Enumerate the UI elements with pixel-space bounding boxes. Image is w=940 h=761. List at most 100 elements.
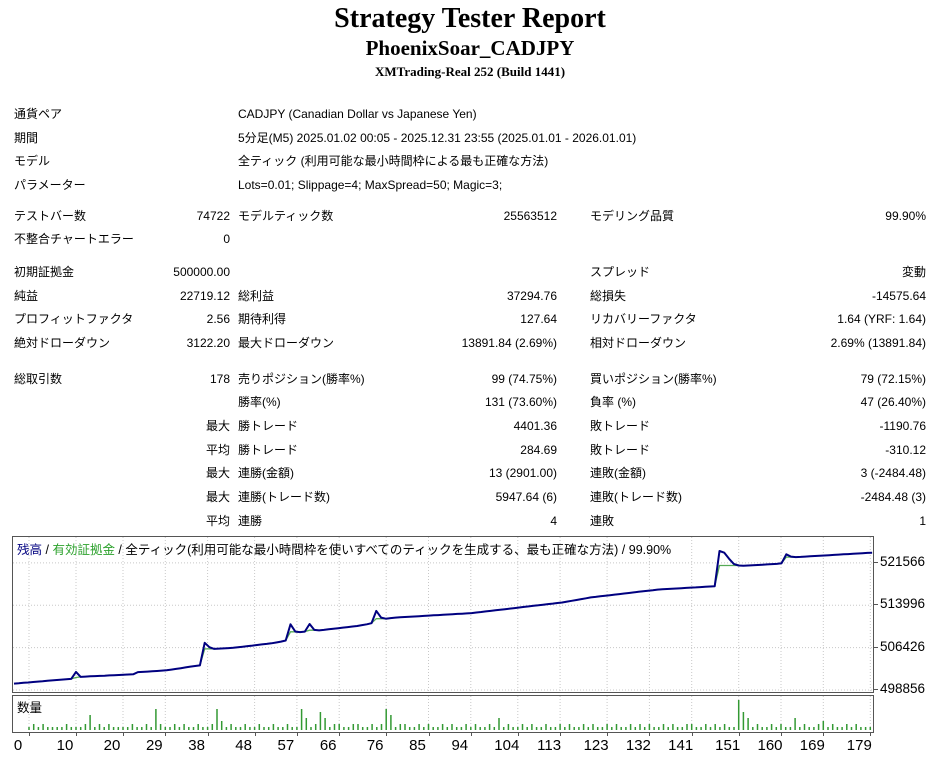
stats-section: 総取引数 178 売りポジション(勝率%) 99 (74.75%) 買いポジション(勝率… bbox=[14, 367, 926, 533]
stats-cell: 500000.00 bbox=[173, 264, 230, 279]
stats-cell: 4 bbox=[550, 513, 557, 528]
y-axis-label: 498856 bbox=[880, 681, 926, 696]
y-axis-tick bbox=[873, 604, 878, 606]
stats-cell: 74722 bbox=[196, 208, 230, 223]
x-axis-label: 10 bbox=[56, 737, 74, 754]
stats-row: 平均 勝トレード 284.69 敗トレード -310.12 bbox=[14, 438, 926, 462]
x-axis-label: 76 bbox=[366, 737, 384, 754]
x-axis-tick bbox=[339, 732, 341, 736]
stats-cell: 総取引数 bbox=[14, 371, 63, 386]
report-header: Strategy Tester Report PhoenixSoar_CADJP… bbox=[0, 0, 940, 80]
stats-cell: 相対ドローダウン bbox=[590, 336, 687, 351]
stats-cell: 平均 bbox=[205, 442, 230, 457]
legend-balance: 残高 bbox=[17, 543, 43, 557]
stats-row: モデル 全ティック (利用可能な最小時間枠による最も正確な方法) bbox=[14, 149, 926, 173]
stats-cell: 79 (72.15%) bbox=[860, 371, 926, 386]
legend-model: 全ティック(利用可能な最小時間枠を使いすべてのティックを生成する、最も正確な方法… bbox=[125, 543, 619, 557]
stats-cell: プロフィットファクタ bbox=[14, 312, 134, 327]
stats-cell: 期待利得 bbox=[238, 312, 287, 327]
x-axis-tick bbox=[76, 732, 77, 736]
legend-separator: / bbox=[114, 543, 126, 557]
x-axis-tick bbox=[870, 732, 872, 736]
x-axis-label: 20 bbox=[103, 737, 121, 754]
stats-cell: 3122.20 bbox=[186, 336, 230, 351]
stats-row: 勝率(%) 131 (73.60%) 負率 (%) 47 (26.40%) bbox=[14, 391, 926, 415]
x-axis-tick bbox=[560, 732, 562, 736]
x-axis-label: 179 bbox=[846, 737, 872, 754]
x-axis-tick bbox=[470, 732, 472, 736]
stats-row: 最大 連勝(金額) 13 (2901.00) 連敗(金額) 3 (-2484.48) bbox=[14, 462, 926, 486]
x-axis-label: 104 bbox=[494, 737, 520, 754]
stats-row: 初期証拠金 500000.00 スプレッド 変動 bbox=[14, 260, 926, 284]
stats-cell: 連勝(金額) bbox=[238, 466, 294, 481]
stats-cell: 絶対ドローダウン bbox=[14, 336, 111, 351]
x-axis-label: 29 bbox=[145, 737, 163, 754]
stats-cell: 不整合チャートエラー bbox=[14, 232, 134, 247]
stats-row: 総取引数 178 売りポジション(勝率%) 99 (74.75%) 買いポジション(勝率… bbox=[14, 367, 926, 391]
stats-section: 通貨ペア CADJPY (Canadian Dollar vs Japanese … bbox=[14, 102, 926, 197]
stats-cell: 平均 bbox=[205, 513, 230, 528]
stats-row: 絶対ドローダウン 3122.20 最大ドローダウン 13891.84 (2.69%) 相… bbox=[14, 331, 926, 355]
legend-quality: 99.90% bbox=[628, 543, 672, 557]
stats-cell: 3 (-2484.48) bbox=[860, 466, 926, 481]
report-title: Strategy Tester Report bbox=[334, 3, 606, 34]
x-axis-tick bbox=[254, 732, 256, 736]
volume-chart: 数量 bbox=[12, 695, 874, 733]
stats-cell: 負率 (%) bbox=[590, 395, 636, 410]
stats-cell: 連敗(トレード数) bbox=[590, 490, 682, 505]
y-axis-label: 513996 bbox=[880, 596, 926, 612]
stats-cell: 2.69% (13891.84) bbox=[830, 336, 926, 351]
stats-row: 通貨ペア CADJPY (Canadian Dollar vs Japanese … bbox=[14, 102, 926, 126]
x-axis-tick bbox=[428, 732, 430, 736]
stats-cell: 99.90% bbox=[885, 208, 926, 223]
stats-cell: -14575.64 bbox=[871, 288, 926, 303]
y-axis-tick bbox=[873, 561, 878, 563]
x-axis-label: 94 bbox=[451, 737, 469, 754]
stats-cell: 最大ドローダウン bbox=[238, 336, 335, 351]
x-axis-tick bbox=[738, 732, 740, 736]
stats-cell: 5分足(M5) 2025.01.02 00:05 - 2025.12.31 23… bbox=[238, 130, 637, 145]
stats-cell: 敗トレード bbox=[590, 442, 651, 457]
stats-cell: 変動 bbox=[901, 264, 926, 279]
stats-cell: 47 (26.40%) bbox=[860, 395, 926, 410]
x-axis-label: 66 bbox=[319, 737, 337, 754]
balance-chart: 残高 / 有効証拠金 / 全ティック(利用可能な最小時間枠を使いすべてのティック… bbox=[12, 536, 874, 693]
stats-cell: 連勝 bbox=[238, 513, 263, 528]
chart-legend: 残高 / 有効証拠金 / 全ティック(利用可能な最小時間枠を使いすべてのティック… bbox=[17, 539, 671, 558]
stats-cell: 131 (73.60%) bbox=[484, 395, 557, 410]
stats-cell: 勝率(%) bbox=[238, 395, 281, 410]
x-axis-label: 169 bbox=[799, 737, 825, 754]
stats-cell: 勝トレード bbox=[238, 442, 299, 457]
stats-cell: モデルティック数 bbox=[238, 208, 334, 223]
x-axis-label: 113 bbox=[537, 737, 562, 754]
y-axis-label: 506426 bbox=[880, 638, 926, 654]
stats-table: 通貨ペア CADJPY (Canadian Dollar vs Japanese … bbox=[14, 102, 926, 533]
x-axis-label: 132 bbox=[625, 737, 651, 754]
x-axis-tick bbox=[123, 732, 124, 736]
x-axis-tick bbox=[386, 732, 388, 736]
x-axis-label: 85 bbox=[409, 737, 426, 754]
x-axis-label: 38 bbox=[188, 737, 205, 754]
x-axis-tick bbox=[296, 732, 298, 736]
stats-cell: 売りポジション(勝率%) bbox=[238, 371, 365, 386]
stats-cell: 総損失 bbox=[590, 288, 627, 303]
stats-cell: Lots=0.01; Slippage=4; MaxSpread=50; Mag… bbox=[238, 177, 503, 192]
stats-cell: 1.64 (YRF: 1.64) bbox=[837, 312, 926, 327]
stats-cell: 連敗(金額) bbox=[590, 466, 646, 481]
x-axis-label: 57 bbox=[277, 737, 295, 754]
x-axis-tick bbox=[207, 732, 209, 736]
stats-row: 不整合チャートエラー 0 bbox=[14, 227, 926, 251]
stats-row: テストバー数 74722 モデルティック数 25563512 モデリング品質 99.90% bbox=[14, 204, 926, 228]
stats-section: テストバー数 74722 モデルティック数 25563512 モデリング品質 99.90%… bbox=[14, 204, 926, 251]
stats-cell: スプレッド bbox=[590, 264, 651, 279]
x-axis-label: 0 bbox=[13, 737, 23, 754]
stats-cell: -310.12 bbox=[885, 442, 926, 457]
balance-chart-canvas bbox=[13, 537, 873, 692]
stats-row: 平均 連勝 4 連敗 1 bbox=[14, 509, 926, 533]
x-axis-tick bbox=[165, 732, 167, 736]
stats-cell: CADJPY (Canadian Dollar vs Japanese Yen) bbox=[238, 106, 477, 121]
stats-cell: 敗トレード bbox=[590, 419, 651, 434]
stats-row: 最大 勝トレード 4401.36 敗トレード -1190.76 bbox=[14, 414, 926, 438]
stats-cell: 総利益 bbox=[238, 288, 275, 303]
stats-cell: 買いポジション(勝率%) bbox=[590, 371, 717, 386]
